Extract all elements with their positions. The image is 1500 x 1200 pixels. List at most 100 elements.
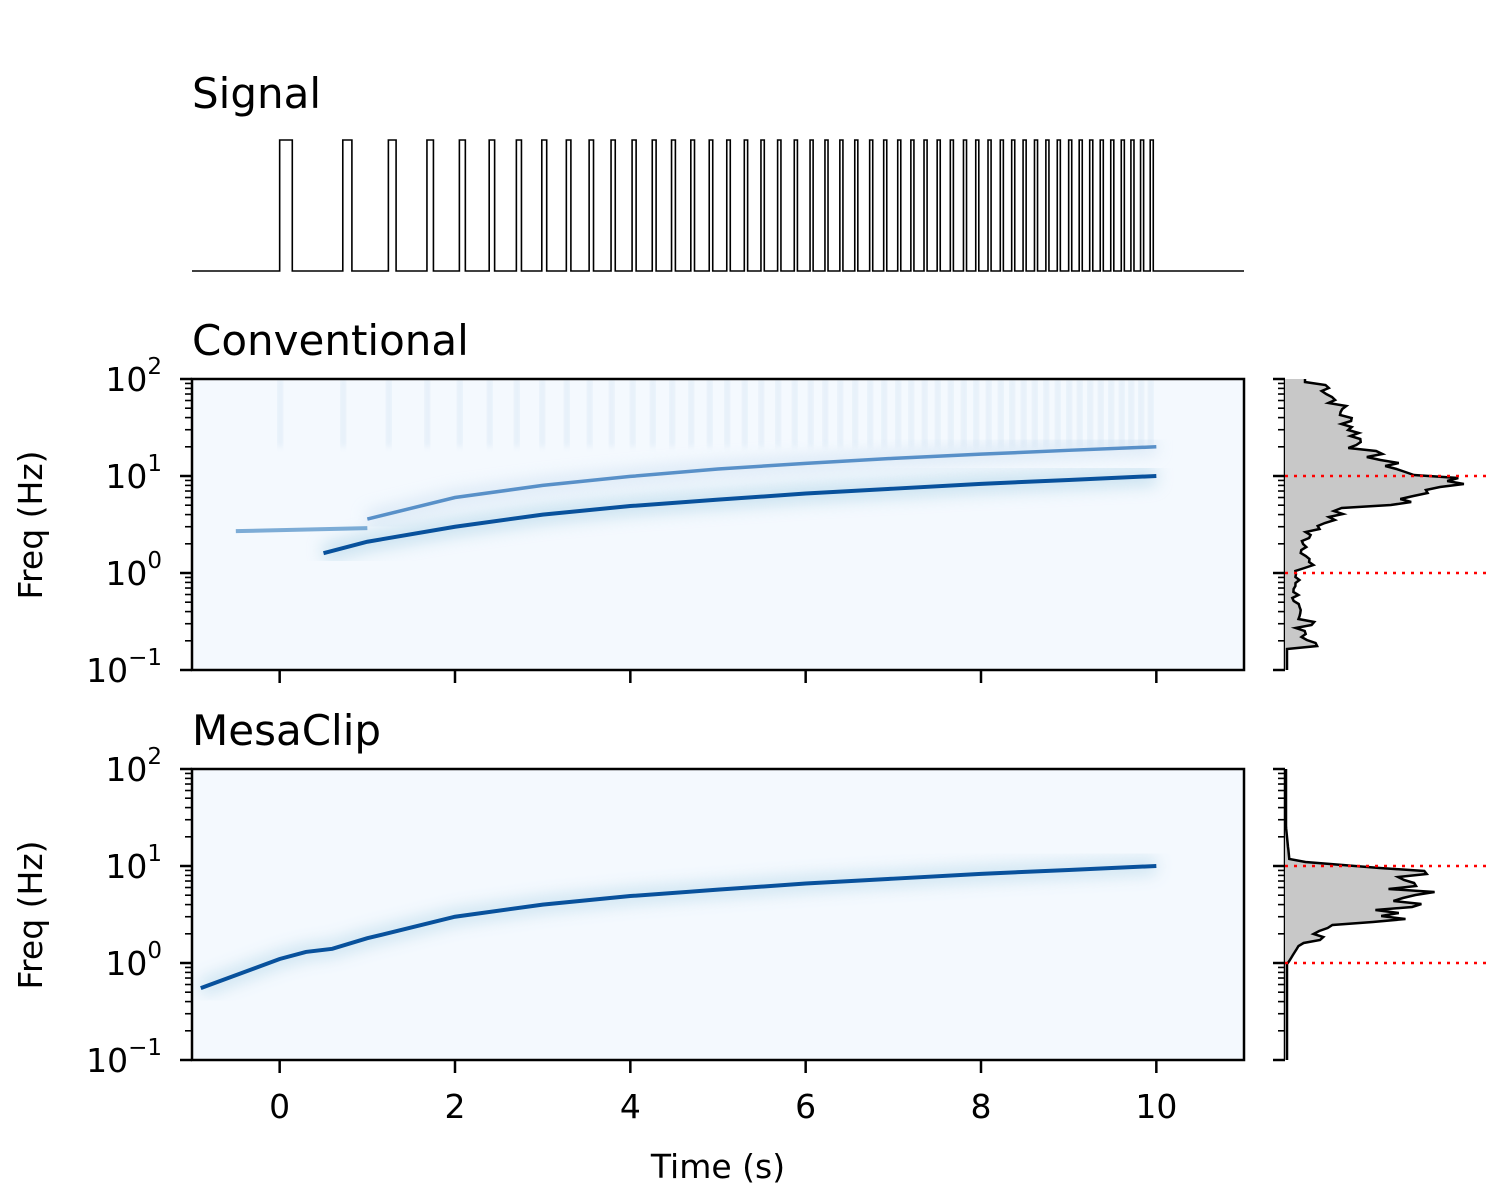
- conventional-pulse-leakage: [340, 379, 346, 447]
- conventional-pulse-leakage: [948, 379, 954, 447]
- conventional-harmonic-ridge: [366, 445, 1157, 521]
- mesaclip-ytick-exponent: 0: [147, 938, 162, 964]
- conventional-pulse-leakage: [775, 379, 781, 447]
- mesaclip-ytick-exponent: 2: [147, 744, 162, 770]
- conventional-pulse-leakage: [758, 379, 764, 447]
- mesaclip-frame: [190, 767, 1246, 1062]
- conventional-pulse-leakage: [487, 379, 493, 447]
- mesaclip-x-axis: 0 2 4 6 8 10: [269, 1060, 1177, 1126]
- conventional-pulse-leakage: [1098, 379, 1104, 447]
- conventional-x-ticks: [278, 670, 1158, 683]
- conventional-marginal-fill: [1285, 379, 1464, 670]
- conventional-pulse-leakage: [986, 379, 992, 447]
- conventional-pulse-leakage: [973, 379, 979, 447]
- conventional-pulse-leakage: [1055, 379, 1061, 447]
- conventional-pulse-leakage: [867, 379, 873, 447]
- conventional-pulse-leakage: [837, 379, 843, 447]
- conventional-pulse-leakage: [564, 379, 570, 447]
- mesaclip-ytick-label: 102: [105, 744, 162, 789]
- conventional-pulse-leakage: [514, 379, 520, 447]
- mesaclip-fundamental-ridge: [200, 864, 1157, 991]
- conventional-pulse-leakage: [1021, 379, 1027, 447]
- conventional-fundamental-ridge: [322, 474, 1157, 556]
- conventional-frame: [190, 377, 1246, 672]
- mesaclip-xtick-label: 0: [269, 1087, 290, 1126]
- conventional-heatmap: [235, 379, 1157, 562]
- conventional-ytick-exponent: −1: [128, 645, 162, 671]
- conventional-pulse-leakage: [386, 379, 392, 447]
- conventional-early-ridge: [235, 526, 368, 534]
- mesaclip-xlabel: Time (s): [650, 1147, 785, 1186]
- mesaclip-ytick-label: 10−1: [86, 1035, 162, 1080]
- conventional-pulse-leakage: [1108, 379, 1114, 447]
- conventional-ytick-label: 10−1: [86, 645, 162, 690]
- conventional-pulse-leakage: [922, 379, 928, 447]
- conventional-pulse-leakage: [688, 379, 694, 447]
- conventional-pulse-leakage: [961, 379, 967, 447]
- conventional-pulse-leakage: [895, 379, 901, 447]
- conventional-pulse-leakage: [852, 379, 858, 447]
- conventional-pulse-leakage: [1138, 379, 1144, 447]
- conventional-marginal-curve: [1285, 379, 1465, 670]
- signal-title: Signal: [192, 69, 321, 118]
- conventional-ytick-label: 100: [105, 548, 162, 593]
- conventional-marginal: [1273, 377, 1490, 672]
- conventional-ytick-label: 102: [105, 354, 162, 399]
- conventional-pulse-leakage: [669, 379, 675, 447]
- conventional-pulse-leakage: [609, 379, 615, 447]
- mesaclip-ylabel: Freq (Hz): [11, 840, 50, 989]
- mesaclip-ytick-label: 101: [105, 841, 162, 886]
- conventional-pulse-leakage: [1148, 379, 1154, 447]
- conventional-pulse-leakage: [1119, 379, 1125, 447]
- conventional-pulse-leakage: [630, 379, 636, 447]
- mesaclip-xtick-label: 8: [971, 1087, 992, 1126]
- conventional-pulse-leakage: [1066, 379, 1072, 447]
- conventional-pulse-leakage: [1087, 379, 1093, 447]
- mesaclip-xtick-label: 4: [620, 1087, 641, 1126]
- conventional-pulse-leakage: [881, 379, 887, 447]
- conventional-pulse-leakage: [424, 379, 430, 447]
- signal-panel: Signal: [192, 69, 1244, 272]
- conventional-pulse-leakage: [908, 379, 914, 447]
- conventional-ytick-exponent: 0: [147, 548, 162, 574]
- conventional-pulse-leakage: [808, 379, 814, 447]
- conventional-ylabel: Freq (Hz): [11, 450, 50, 599]
- conventional-ytick-label: 101: [105, 451, 162, 496]
- conventional-pulse-leakage: [742, 379, 748, 447]
- conventional-pulse-leakage: [587, 379, 593, 447]
- conventional-pulse-leakage: [935, 379, 941, 447]
- mesaclip-xtick-label: 2: [445, 1087, 466, 1126]
- conventional-pulse-leakage: [822, 379, 828, 447]
- signal-trace: [192, 139, 1244, 272]
- conventional-pulse-leakage: [1128, 379, 1134, 447]
- mesaclip-marginal-fill: [1285, 769, 1435, 1060]
- conventional-pulse-leakage: [707, 379, 713, 447]
- conventional-pulse-leakage: [277, 379, 283, 447]
- mesaclip-heatmap-background: [192, 769, 1244, 1060]
- mesaclip-xtick-label: 10: [1135, 1087, 1177, 1126]
- conventional-pulse-leakage: [539, 379, 545, 447]
- conventional-pulse-leakage: [998, 379, 1004, 447]
- mesaclip-ytick-exponent: −1: [128, 1035, 162, 1061]
- mesaclip-marginal-curve: [1284, 769, 1435, 1060]
- conventional-pulse-leakage: [724, 379, 730, 447]
- conventional-title: Conventional: [192, 316, 469, 365]
- mesaclip-ytick-exponent: 1: [147, 841, 162, 867]
- mesaclip-ytick-label: 100: [105, 938, 162, 983]
- conventional-pulse-leakage: [650, 379, 656, 447]
- conventional-pulse-leakage: [457, 379, 463, 447]
- mesaclip-marginal: [1273, 767, 1490, 1062]
- mesaclip-heatmap: [197, 858, 1157, 996]
- mesaclip-xtick-label: 6: [795, 1087, 816, 1126]
- conventional-pulse-leakage: [1043, 379, 1049, 447]
- conventional-heatmap-background: [192, 379, 1244, 670]
- mesaclip-title: MesaClip: [192, 706, 381, 755]
- conventional-ytick-exponent: 1: [147, 451, 162, 477]
- conventional-pulse-leakage: [1009, 379, 1015, 447]
- conventional-pulse-leakage: [1077, 379, 1083, 447]
